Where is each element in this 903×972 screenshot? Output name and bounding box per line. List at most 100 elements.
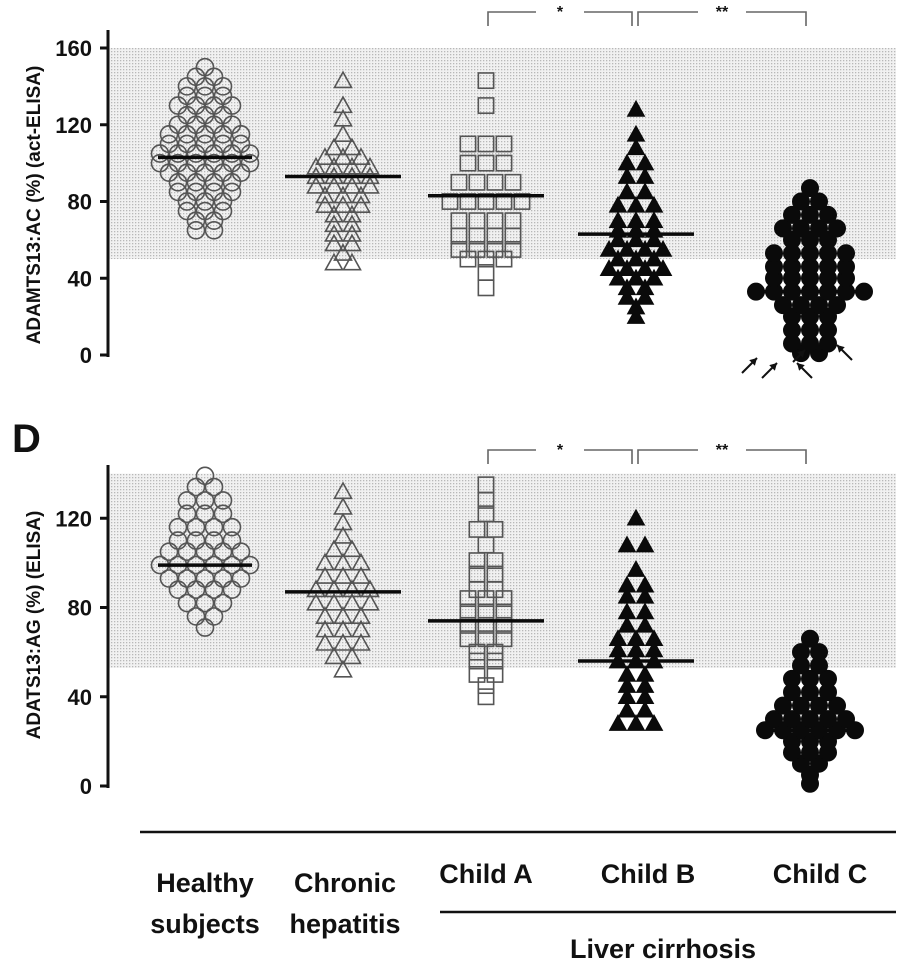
data-point-filled-triangle (644, 629, 664, 647)
data-point-open-triangle (333, 185, 353, 204)
data-point-open-square (459, 135, 477, 153)
data-point-filled-triangle (626, 629, 646, 647)
y-tick-label: 40 (68, 685, 92, 710)
data-point-open-triangle (306, 579, 326, 598)
data-point-filled-circle (819, 710, 837, 729)
data-point-open-triangle (324, 539, 344, 558)
data-point-filled-triangle (635, 602, 655, 620)
data-point-filled-circle (783, 710, 801, 729)
data-point-filled-circle (810, 296, 828, 315)
data-point-filled-triangle (635, 287, 655, 305)
y-axis-label: ADAMTS13:AC (%) (act-ELISA) (24, 66, 45, 345)
data-point-filled-triangle (635, 676, 655, 693)
data-point-filled-triangle (626, 307, 646, 324)
data-point-open-circle (195, 86, 215, 106)
data-point-open-triangle (333, 481, 353, 500)
data-point-open-circle (222, 531, 242, 550)
data-point-filled-triangle (644, 713, 664, 731)
data-point-open-square (459, 154, 477, 172)
data-point-open-triangle (324, 646, 344, 665)
data-point-open-square (468, 173, 486, 191)
data-point-open-circle (177, 491, 197, 510)
data-point-filled-triangle (617, 535, 637, 553)
data-point-open-triangle (324, 233, 344, 252)
data-point-filled-triangle (608, 211, 628, 228)
arrow-head (797, 363, 805, 371)
data-point-open-triangle (342, 539, 362, 558)
arrow-head (837, 345, 845, 353)
data-point-open-square (495, 616, 513, 634)
label-child-b: Child B (601, 859, 696, 889)
y-axis-label: ADATS13:AG (%) (ELISA) (24, 511, 45, 740)
data-point-open-circle (177, 542, 197, 562)
data-point-open-circle (168, 182, 188, 202)
data-point-open-square (468, 520, 486, 538)
data-point-open-triangle (351, 619, 371, 638)
data-point-filled-triangle (617, 153, 637, 171)
data-point-open-circle (195, 504, 215, 524)
data-point-open-circle (213, 86, 233, 106)
data-point-open-square (495, 250, 513, 268)
data-point-filled-triangle (644, 249, 664, 267)
arrow-head (769, 363, 777, 371)
data-point-filled-triangle (626, 560, 646, 577)
data-point-filled-triangle (617, 575, 637, 593)
data-point-open-square (486, 552, 504, 570)
data-point-open-square (495, 135, 513, 153)
data-point-open-triangle (315, 185, 335, 204)
data-point-filled-circle (801, 205, 819, 224)
panel-label-d: D (12, 417, 41, 461)
data-point-open-triangle (324, 176, 344, 194)
data-point-open-circle (195, 466, 215, 486)
data-point-open-triangle (324, 214, 344, 233)
data-point-open-triangle (333, 108, 353, 127)
data-point-filled-triangle (635, 278, 655, 296)
y-tick-label: 120 (55, 506, 92, 531)
data-point-open-square (486, 173, 504, 191)
data-point-open-triangle (342, 252, 362, 271)
data-point-filled-circle (774, 696, 792, 715)
data-point-filled-triangle (617, 602, 637, 620)
data-point-open-triangle (333, 195, 353, 213)
data-point-open-triangle (333, 619, 353, 638)
data-point-filled-circle (837, 710, 855, 729)
data-point-filled-triangle (644, 268, 664, 286)
data-point-open-circle (213, 134, 233, 154)
data-point-open-square (486, 565, 504, 583)
label-healthy-2: subjects (150, 909, 260, 939)
y-tick-label: 80 (68, 190, 92, 215)
data-point-open-triangle (351, 606, 371, 625)
significance-bracket (487, 449, 633, 464)
data-point-open-square (468, 552, 486, 570)
data-point-open-triangle (351, 552, 371, 571)
significance-bracket (637, 449, 807, 464)
data-point-open-circle (222, 517, 242, 537)
data-point-open-square (504, 173, 522, 191)
data-point-open-circle (231, 569, 251, 588)
data-point-filled-triangle (626, 640, 646, 658)
data-point-open-square (477, 97, 495, 115)
data-point-filled-circle (801, 710, 819, 729)
data-point-filled-triangle (617, 664, 637, 682)
data-point-open-square (468, 212, 486, 230)
significance-label: * (557, 442, 564, 459)
significance-bracket (637, 11, 807, 26)
data-point-open-circle (231, 542, 251, 562)
data-point-open-circle (150, 153, 170, 173)
data-point-open-triangle (342, 592, 362, 611)
median-lines (158, 155, 857, 294)
data-point-filled-triangle (626, 249, 646, 267)
data-point-filled-triangle (626, 124, 646, 142)
data-point-open-circle (177, 504, 197, 524)
data-point-open-square (477, 677, 495, 695)
data-point-open-triangle (324, 137, 344, 156)
data-point-open-square (477, 630, 495, 648)
data-point-open-triangle (342, 214, 362, 233)
data-point-open-triangle (333, 512, 353, 531)
data-point-open-triangle (333, 243, 353, 261)
data-point-open-triangle (324, 204, 344, 223)
data-point-filled-triangle (617, 278, 637, 296)
data-point-open-triangle (315, 606, 335, 625)
data-point-filled-circle (765, 244, 783, 263)
data-point-filled-circle (774, 296, 792, 315)
